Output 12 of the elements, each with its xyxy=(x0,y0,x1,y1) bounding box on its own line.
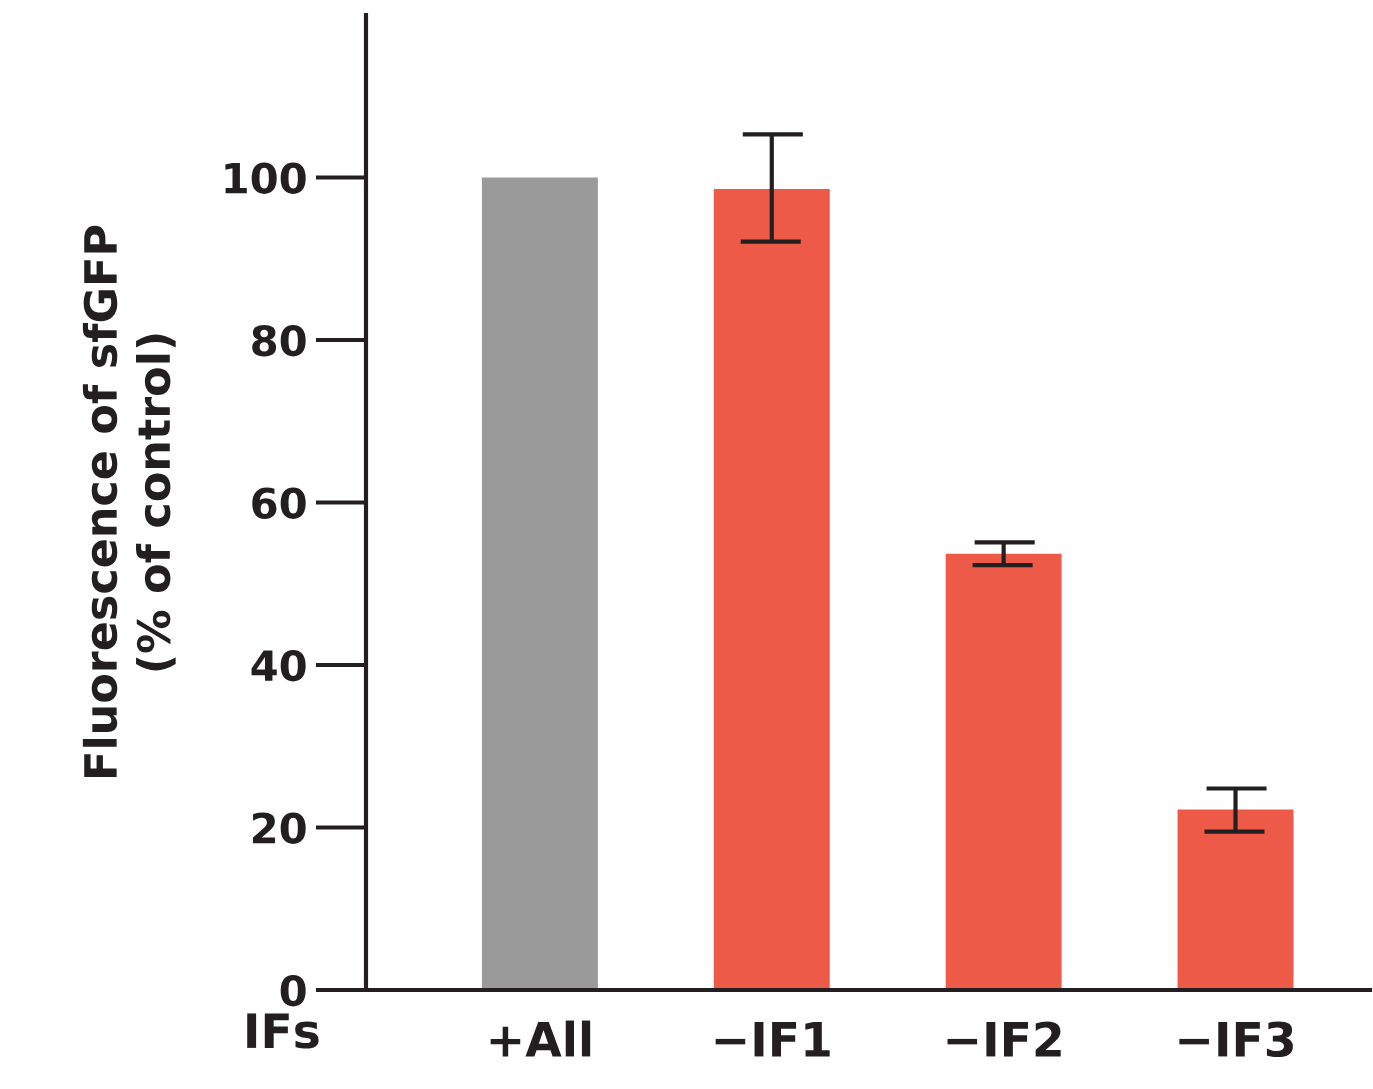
y-tick-label: 20 xyxy=(252,812,306,844)
x-tick-label: −IF1 xyxy=(715,1022,830,1057)
y-tick-label: 100 xyxy=(225,162,306,194)
y-axis-title: Fluorescence of sfGFP (% of control) xyxy=(82,225,176,777)
y-tick-label: 80 xyxy=(252,324,306,357)
x-tick-label: +All xyxy=(490,1020,591,1057)
x-tick-label: −IF3 xyxy=(1179,1021,1293,1058)
y-tick-label: 40 xyxy=(251,649,306,682)
y-tick-label: 0 xyxy=(280,974,306,1007)
x-axis-title: IFs xyxy=(247,1013,319,1049)
x-tick-label: −IF2 xyxy=(947,1021,1061,1057)
y-tick-label: 60 xyxy=(252,487,306,519)
